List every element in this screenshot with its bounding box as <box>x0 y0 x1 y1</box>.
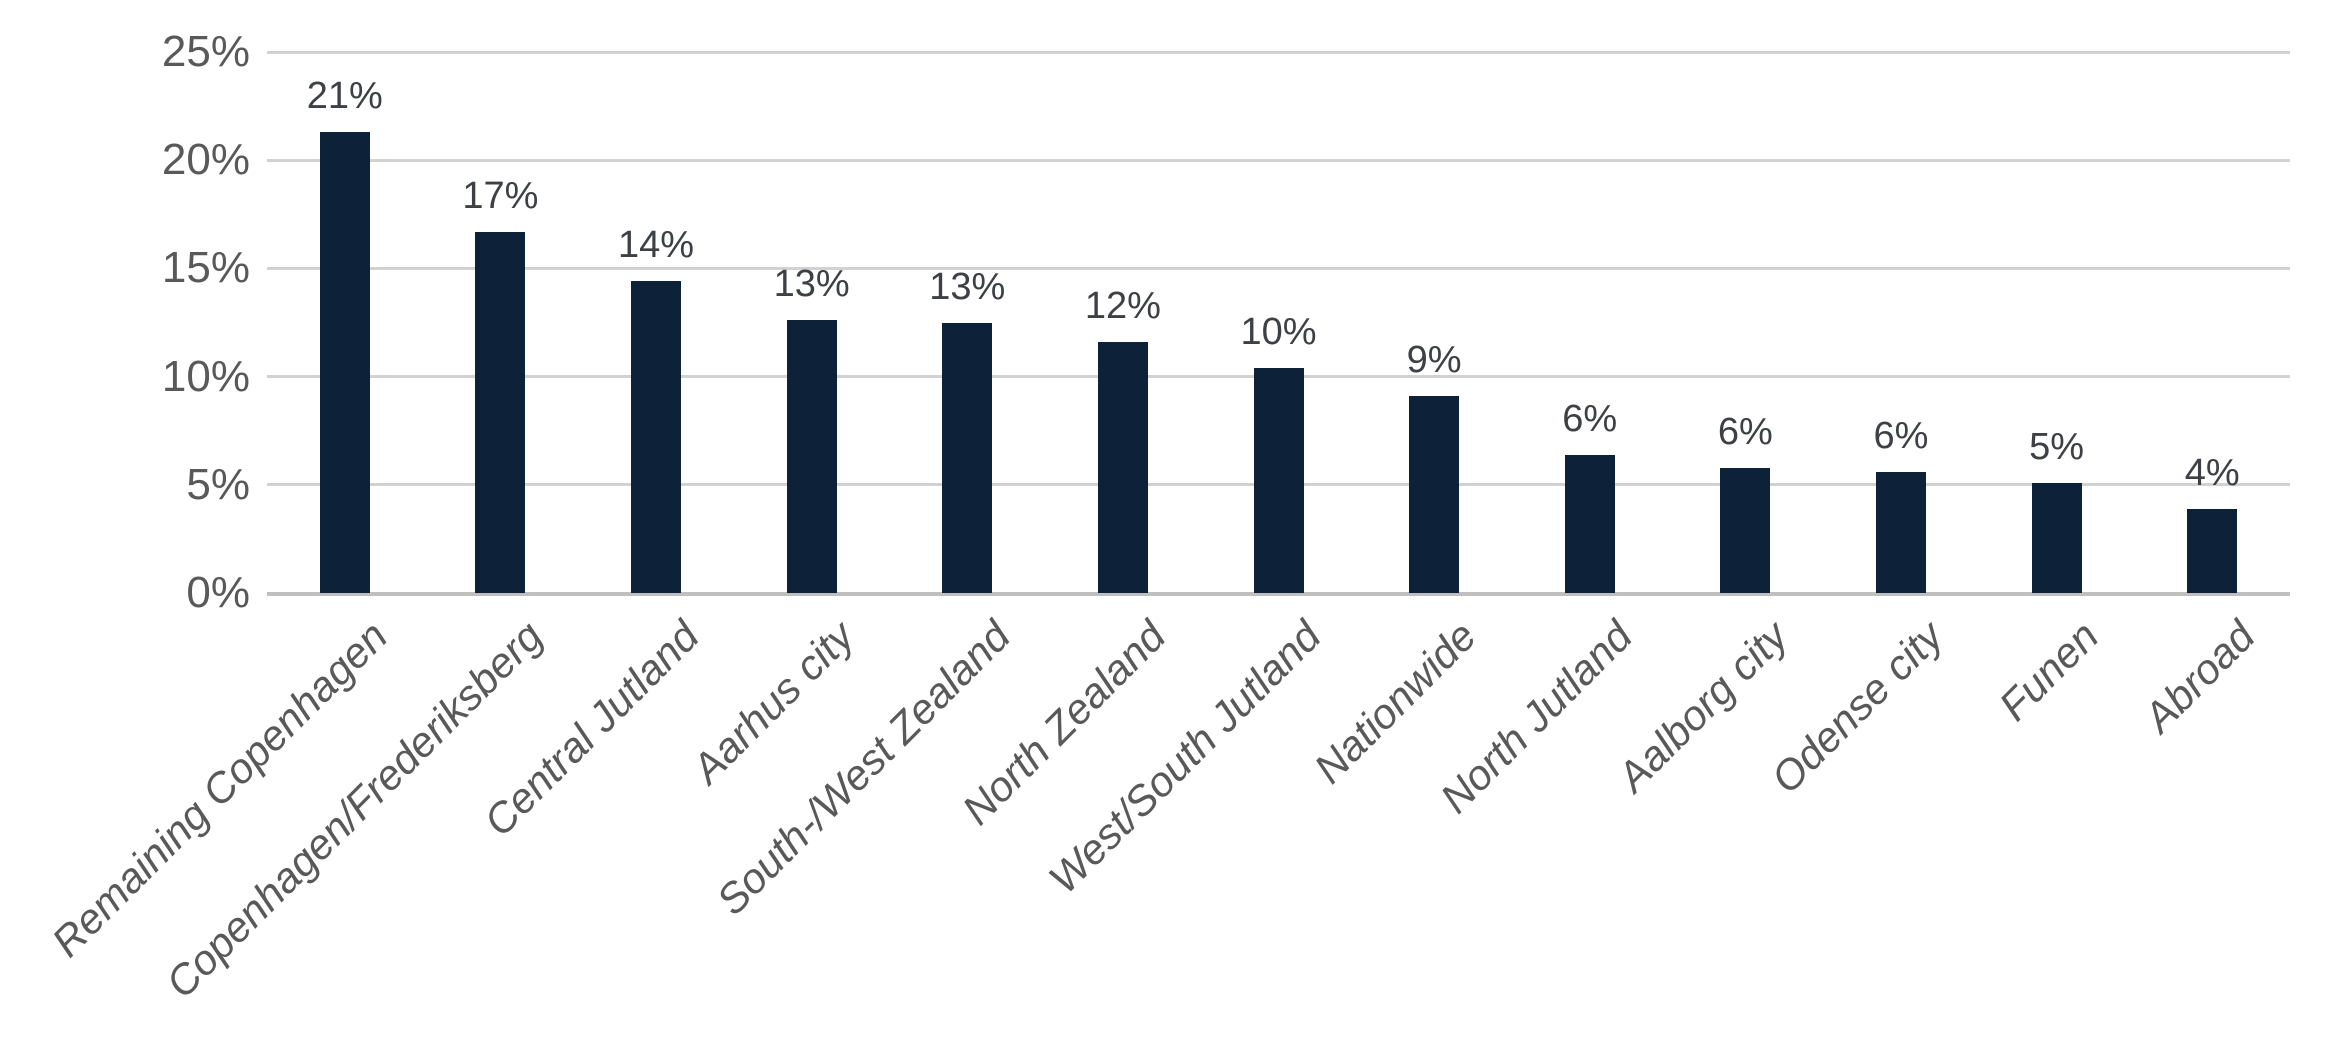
bar-value-label: 4% <box>2184 451 2240 494</box>
bar <box>1875 471 1926 593</box>
bar-value-label: 13% <box>773 263 850 306</box>
bar-value-label: 6% <box>1562 397 1618 440</box>
bar <box>1097 341 1148 593</box>
bar <box>2187 508 2238 593</box>
bar-value-label: 14% <box>618 224 695 267</box>
bar <box>631 281 682 593</box>
bar <box>1720 467 1771 593</box>
bar <box>319 132 370 593</box>
gridline <box>267 158 2290 162</box>
bar-value-label: 10% <box>1240 310 1317 353</box>
gridline <box>267 266 2290 270</box>
bar <box>1253 367 1304 593</box>
bar-value-label: 12% <box>1084 284 1161 327</box>
x-axis-label: Abroad <box>2134 612 2264 742</box>
bar-value-label: 6% <box>1873 414 1929 457</box>
bar <box>1564 454 1615 593</box>
bar <box>2031 482 2082 593</box>
gridline <box>267 591 2290 596</box>
y-axis-label: 15% <box>161 243 250 293</box>
bar <box>942 322 993 593</box>
bar-value-label: 9% <box>1406 339 1462 382</box>
bar-value-label: 13% <box>929 265 1006 308</box>
y-axis-label: 5% <box>186 459 250 509</box>
bar-value-label: 5% <box>2029 425 2085 468</box>
y-axis-label: 20% <box>161 135 250 185</box>
x-axis-label: West/South Jutland <box>1039 612 1330 903</box>
y-axis-label: 25% <box>161 27 250 76</box>
bar <box>1409 396 1460 593</box>
y-axis-label: 0% <box>186 568 250 617</box>
bar-value-label: 21% <box>306 75 383 118</box>
bar <box>475 231 526 593</box>
y-axis-label: 10% <box>161 351 250 401</box>
bar <box>786 320 837 593</box>
bar-value-label: 6% <box>1717 410 1773 453</box>
plot-area: 21% 17% 14% 13% 13% 12% 10% 9% 6% 6% 6% 5% 4% <box>267 50 2290 596</box>
bar-value-label: 17% <box>462 174 539 217</box>
x-axis-label: South-/West Zealand <box>706 612 1019 924</box>
x-axis-label: Funen <box>1990 612 2108 730</box>
gridline <box>267 50 2290 54</box>
